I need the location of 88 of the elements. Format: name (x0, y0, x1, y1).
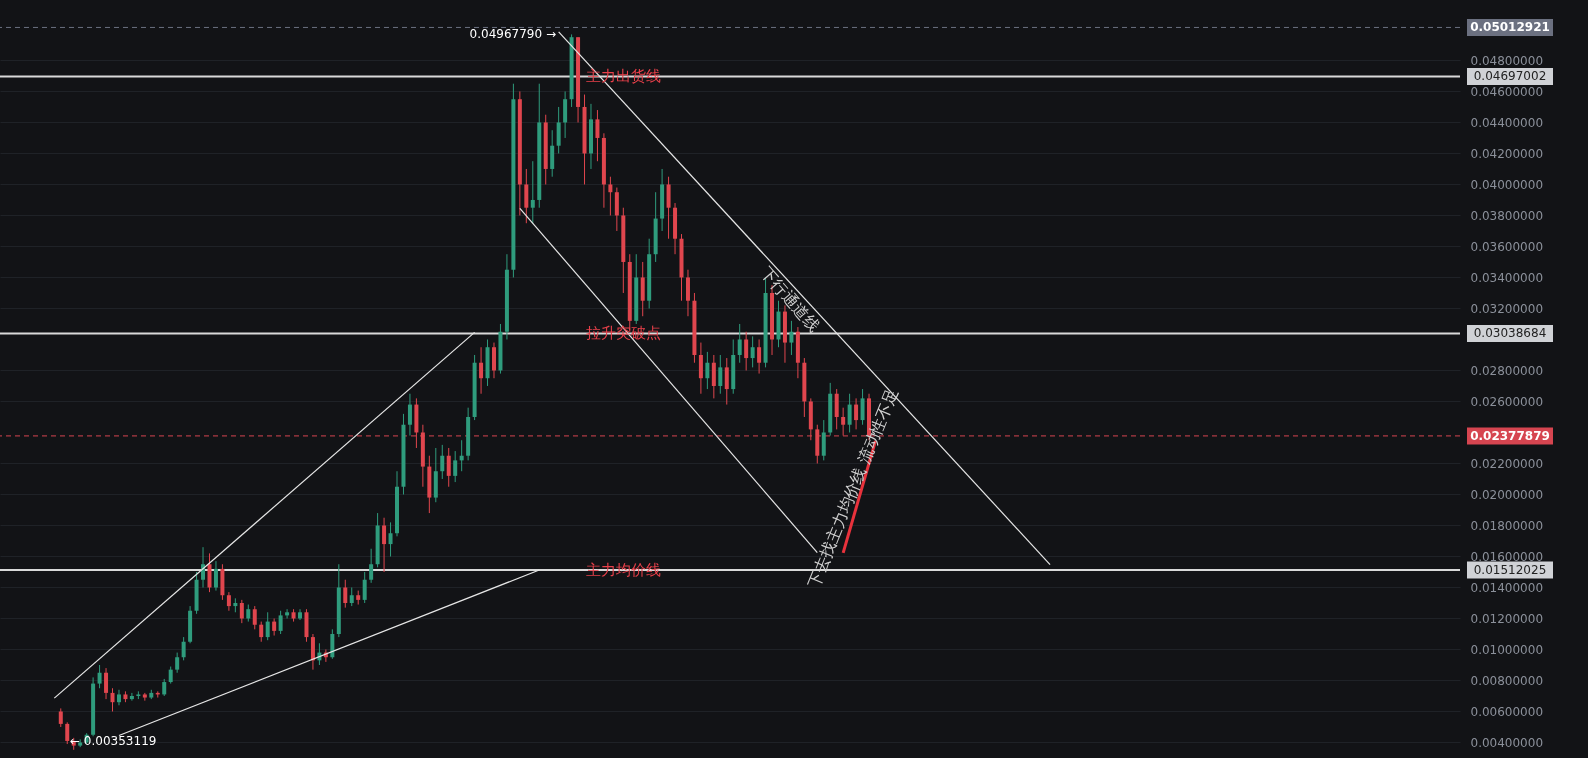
candlestick (685, 269, 690, 317)
candlestick (847, 393, 852, 433)
candlestick (265, 611, 270, 641)
candlestick (349, 586, 354, 607)
candlestick (524, 168, 529, 224)
y-tick-label: 0.03800000 (1470, 208, 1544, 223)
candlestick (860, 388, 865, 426)
candlestick (530, 160, 535, 224)
candlestick (821, 419, 826, 461)
y-tick-label: 0.00600000 (1470, 705, 1544, 719)
candlestick (298, 608, 303, 621)
y-tick-label: 0.04400000 (1470, 115, 1544, 130)
y-tick-label: 0.02000000 (1470, 487, 1544, 502)
candlestick (369, 548, 374, 584)
candlestick (550, 129, 555, 178)
candlestick (388, 521, 393, 557)
annotation: 0.04967790 → (469, 27, 556, 41)
candlestick (330, 628, 335, 660)
candlestick (310, 633, 315, 671)
y-tick-label: 0.04200000 (1470, 146, 1544, 161)
candlestick (252, 605, 257, 630)
candlestick (239, 599, 244, 624)
y-tick-label: 0.02200000 (1470, 456, 1544, 471)
candlestick (175, 652, 180, 674)
y-tick-label: 0.02600000 (1470, 394, 1544, 409)
y-tick-label: 0.03200000 (1470, 301, 1544, 316)
candlestick (711, 354, 716, 399)
y-tick-label: 0.01400000 (1470, 580, 1544, 595)
candlestick (563, 90, 568, 139)
candlestick (744, 331, 749, 371)
candlestick (382, 517, 387, 573)
y-tick-label: 0.01000000 (1470, 642, 1544, 657)
candlestick (757, 338, 762, 375)
candlestick (724, 357, 729, 406)
ref-line-label: 0.04697002 (1473, 69, 1547, 84)
candlestick (104, 667, 109, 700)
ref-line-label: 0.01512025 (1473, 563, 1547, 578)
ref-line-label: 0.02377879 (1470, 428, 1550, 443)
y-tick-label: 0.00400000 (1470, 736, 1544, 750)
candlestick (750, 335, 755, 368)
y-tick-label: 0.00800000 (1470, 673, 1544, 688)
candlestick (479, 346, 484, 395)
candlestick (97, 664, 102, 689)
candlestick (595, 109, 600, 162)
candlestick (666, 176, 671, 240)
candlestick (789, 320, 794, 356)
candlestick (491, 342, 496, 379)
y-tick-label: 0.03400000 (1470, 270, 1544, 285)
candlestick (213, 560, 218, 592)
candlestick (407, 393, 412, 437)
candlestick (65, 721, 70, 745)
candlestick (285, 608, 290, 619)
candlestick (226, 591, 231, 612)
candlestick (854, 397, 859, 430)
candlestick (110, 687, 115, 712)
ref-line-label: 0.03038684 (1473, 326, 1547, 341)
candlestick (834, 388, 839, 430)
candlestick (201, 546, 206, 588)
candlestick (608, 176, 613, 216)
candlestick (446, 447, 451, 488)
candlestick (259, 621, 264, 643)
candlestick (181, 636, 186, 661)
candlestick (737, 323, 742, 364)
candlestick (129, 692, 134, 702)
y-tick-label: 0.01200000 (1470, 611, 1544, 626)
annotation: 下行通道线 (756, 263, 824, 337)
candlestick (556, 106, 561, 154)
annotation: 下去找主力均价线 流动性不足 (803, 385, 902, 591)
candlestick (453, 450, 458, 483)
candlestick (362, 571, 367, 604)
y-tick-label: 0.03600000 (1470, 239, 1544, 254)
candlestick (718, 354, 723, 395)
candlestick (705, 351, 710, 390)
candlestick (278, 610, 283, 635)
y-tick-label: 0.01600000 (1470, 549, 1544, 564)
y-tick-label: 0.01800000 (1470, 518, 1544, 533)
candlestick (440, 444, 445, 480)
y-tick-label: 0.04600000 (1470, 84, 1544, 99)
candlestick (207, 552, 212, 593)
y-tick-label: 0.04000000 (1470, 177, 1544, 192)
candlestick (698, 342, 703, 395)
candlestick (58, 707, 63, 728)
y-tick-label: 0.02800000 (1470, 363, 1544, 378)
y-tick-label: 0.04800000 (1470, 53, 1544, 68)
candlestick (343, 579, 348, 609)
candlestick (614, 187, 619, 232)
candlestick (640, 261, 645, 317)
ref-line-label: 0.05012921 (1470, 20, 1550, 35)
